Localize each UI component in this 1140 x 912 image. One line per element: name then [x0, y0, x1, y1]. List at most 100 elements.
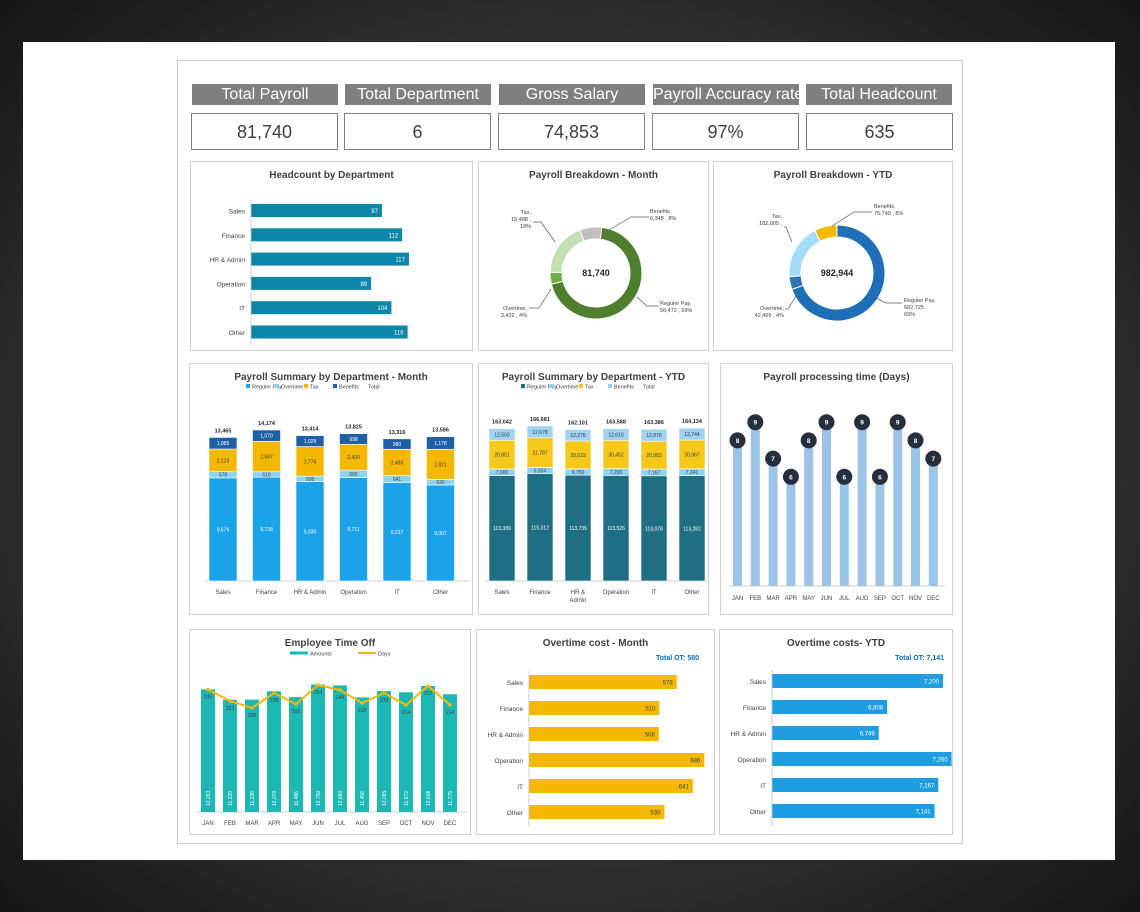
data-label: 508: [645, 733, 656, 739]
legend-swatch: [579, 384, 583, 388]
bar: [311, 684, 325, 812]
category-label: HR & Admin: [294, 590, 327, 596]
bar-segment: [426, 436, 455, 450]
total-label: 13,586: [432, 428, 449, 434]
bar: [399, 692, 413, 812]
data-label: 2,480: [391, 460, 404, 466]
chart-title: Payroll Breakdown - YTD: [773, 170, 893, 181]
category-label: MAR: [245, 821, 259, 827]
marker: [818, 414, 835, 431]
category-label: APR: [785, 596, 798, 602]
data-label: 998: [349, 437, 358, 443]
bar: [529, 779, 693, 793]
data-label: 12,606: [426, 790, 432, 806]
panel-breakdown-ytd: Payroll Breakdown - YTD 982,944 Reguler P…: [713, 161, 953, 351]
leader-line: [873, 296, 902, 304]
bar: [772, 726, 879, 740]
data-label: 530: [650, 811, 661, 817]
legend-swatch: [304, 384, 308, 388]
data-label: 12,263: [206, 790, 212, 806]
category-label: HR & Admin: [731, 731, 767, 738]
data-label: 9: [896, 420, 900, 427]
pie-slice: [788, 229, 821, 278]
panel-breakdown-month: Payroll Breakdown - Month 81,740 Reguler …: [478, 161, 709, 351]
data-label: 104: [377, 306, 388, 312]
total-label: 13,825: [345, 425, 362, 431]
category-label: Sales: [507, 680, 524, 687]
bar: [529, 675, 677, 689]
data-label: 11,220: [228, 791, 234, 806]
line-point: [404, 703, 408, 707]
category-label: JUL: [839, 596, 850, 602]
total-label: Total OT: 580: [656, 655, 699, 662]
category-label: Finance: [500, 706, 524, 713]
data-label: 31,787: [532, 451, 548, 457]
bar-segment: [252, 476, 281, 582]
chart-title: Payroll Summary by Department - Month: [234, 372, 428, 383]
leader-line: [533, 221, 556, 243]
category-label: Finance: [529, 590, 551, 596]
category-label: Sales: [229, 209, 246, 216]
category-label: FEB: [749, 596, 761, 602]
data-label: 9,679: [217, 527, 230, 533]
marker: [765, 450, 782, 467]
bar: [421, 685, 435, 812]
marker: [729, 432, 746, 449]
bar-segment: [426, 484, 455, 582]
slice-label: Benefits, 75,749 , 8%: [874, 204, 903, 217]
category-label: MAY: [290, 821, 303, 827]
data-label: 9,237: [391, 530, 404, 536]
data-label: 7,260: [933, 758, 949, 764]
category-label: JAN: [202, 821, 213, 827]
legend-swatch: [550, 384, 554, 388]
category-label: JUN: [312, 821, 324, 827]
data-label: 12,678: [532, 430, 548, 436]
bar-segment: [602, 475, 630, 582]
center-label: 982,944: [821, 268, 854, 278]
total-label: 166,681: [530, 417, 550, 423]
total-label: 164,134: [682, 419, 703, 425]
category-label: HR & Admin: [569, 590, 586, 604]
category-label: NOV: [909, 596, 922, 602]
bar-segment: [252, 441, 281, 473]
data-label: 9,007: [434, 531, 447, 537]
category-label: HR & Admin: [210, 257, 246, 264]
bar-segment: [488, 439, 516, 470]
bar: [251, 204, 382, 217]
bar: [267, 691, 281, 812]
data-label: 12,503: [494, 432, 510, 438]
data-label: 89: [360, 282, 367, 288]
panel-summary-month: Payroll Summary by Department - Month Re…: [189, 363, 473, 615]
legend-label: Overtime: [556, 385, 578, 391]
bar-segment: [426, 448, 455, 480]
bar-segment: [526, 425, 554, 439]
slice-label: Benefits, 6,348 , 8%: [650, 209, 676, 222]
data-label: 686: [349, 472, 358, 478]
bar: [289, 697, 303, 812]
category-label: IT: [394, 590, 400, 596]
data-label: 245: [204, 695, 213, 701]
pie-slice: [579, 226, 603, 242]
data-label: 9,330: [304, 529, 317, 535]
legend-label: Reguler Pay: [527, 385, 558, 391]
data-label: 7,000: [496, 470, 509, 476]
data-label: 7,200: [924, 680, 940, 686]
chart-title: Payroll Breakdown - Month: [529, 170, 658, 181]
data-label: 20,851: [494, 453, 510, 459]
bar-segment: [488, 428, 516, 441]
bar: [839, 476, 849, 586]
category-label: Other: [507, 810, 524, 817]
kpi-label-total-headcount: Total Headcount: [806, 84, 952, 105]
category-label: OCT: [891, 596, 904, 602]
category-label: APR: [268, 821, 281, 827]
data-label: 508: [306, 477, 315, 483]
data-label: 214: [446, 710, 455, 716]
data-label: 116: [394, 331, 404, 337]
data-label: 6,808: [868, 706, 884, 712]
bar-segment: [382, 482, 412, 582]
data-label: 1,070: [260, 434, 273, 440]
kpi-value-gross-salary: 74,853: [498, 113, 645, 150]
chart-title: Payroll Summary by Department - YTD: [501, 372, 686, 383]
panel-processing-time: Payroll processing time (Days) 8 JAN 9 FEB 7…: [720, 363, 953, 615]
chart-title: Employee Time Off: [284, 638, 376, 649]
